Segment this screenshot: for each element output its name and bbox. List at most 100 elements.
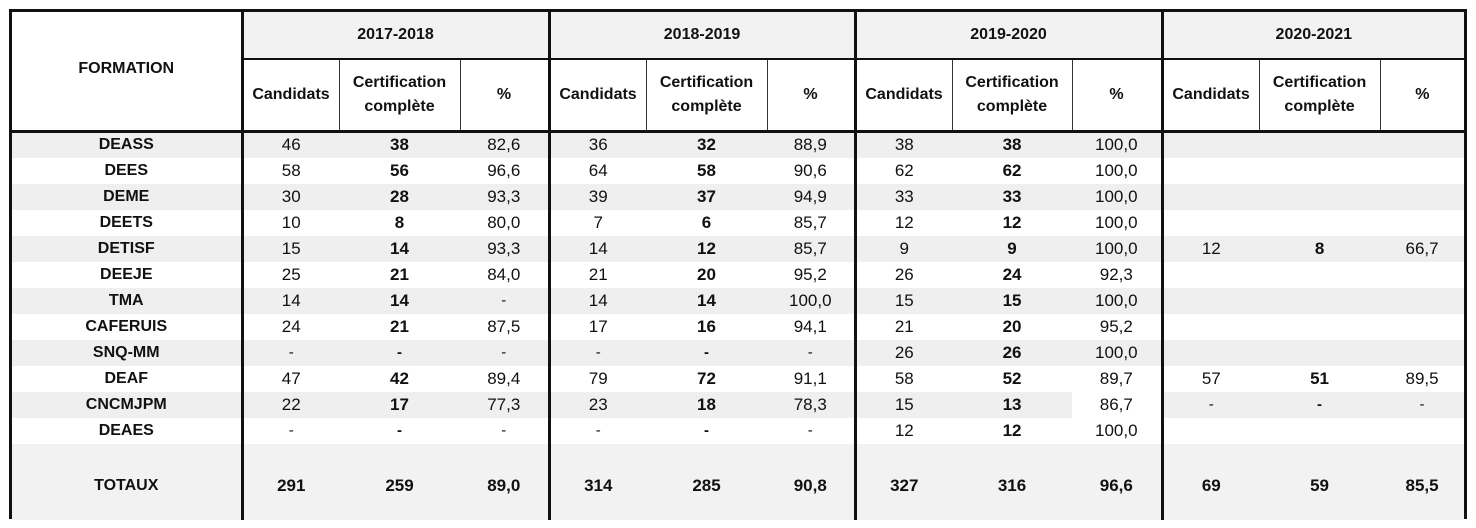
spacer-cell <box>1160 443 1260 452</box>
certification-cell: 12 <box>1002 420 1022 440</box>
percent-cell: 95,2 <box>1099 316 1133 336</box>
candidats-cell: 15 <box>853 287 953 314</box>
percent-cell: 90,6 <box>793 160 827 180</box>
certification-cell <box>1259 183 1381 210</box>
table-row: DETISF 15 14 93,3 14 12 85,7 9 9 100,0 12 8 66,7 <box>12 235 1465 262</box>
percent-cell: 89,7 <box>1099 368 1133 388</box>
candidats-cell: 9 <box>853 235 953 262</box>
percent-header: % <box>766 59 856 133</box>
certification-cell: 26 <box>952 339 1073 366</box>
percent-cell <box>1380 158 1464 184</box>
total-percent-cell: 89,0 <box>460 451 550 520</box>
certification-cell: 15 <box>952 287 1073 314</box>
percent-cell <box>1380 314 1464 340</box>
spacer-cell <box>646 443 768 452</box>
percent-cell: - <box>807 422 813 439</box>
certification-cell: 17 <box>339 391 460 418</box>
spacer-cell <box>1380 443 1465 452</box>
certification-cell <box>1259 210 1380 236</box>
spacer-cell <box>12 443 242 452</box>
candidats-cell: 33 <box>853 183 953 210</box>
certification-cell: 13 <box>952 391 1073 418</box>
candidats-cell: 14 <box>547 235 647 262</box>
percent-cell: 100,0 <box>1072 339 1163 366</box>
column-header-row: Candidats Certification complète % Candi… <box>12 59 1465 133</box>
percent-cell <box>1380 262 1464 288</box>
certification-cell: 6 <box>701 212 712 232</box>
candidats-cell: 30 <box>240 183 339 210</box>
candidats-cell: 26 <box>853 339 953 366</box>
percent-cell: 100,0 <box>1072 183 1163 210</box>
candidats-cell <box>1160 157 1260 184</box>
percent-cell: - <box>460 287 550 314</box>
certification-cell: 12 <box>1002 212 1022 232</box>
percent-cell: 77,3 <box>460 391 550 418</box>
percent-cell: 94,9 <box>767 183 856 210</box>
table-row: DEASS 46 38 82,6 36 32 88,9 38 38 100,0 <box>12 131 1465 158</box>
percent-cell: 91,1 <box>793 368 827 388</box>
certification-cell: 72 <box>697 368 716 388</box>
table-row: TMA 14 14-14 14 100,0 15 15 100,0 <box>12 287 1465 314</box>
total-certification-cell: 259 <box>339 451 460 520</box>
certification-cell: 56 <box>390 160 409 180</box>
certification-header: Certification complète <box>338 59 460 133</box>
table-body: DEASS 46 38 82,6 36 32 88,9 38 38 100,0 DEES 58 56 96… <box>12 131 1465 520</box>
percent-cell: 84,0 <box>487 264 521 284</box>
certification-cell: 52 <box>1002 368 1022 388</box>
percent-cell: 82,6 <box>460 131 550 158</box>
candidats-header: Candidats <box>547 59 647 133</box>
candidats-cell: - <box>1160 391 1260 418</box>
percent-cell: 100,0 <box>767 287 856 314</box>
percent-cell: 86,7 <box>1072 391 1163 418</box>
certification-cell: - <box>646 339 768 366</box>
percent-cell <box>1380 131 1465 158</box>
formation-name: DETISF <box>12 235 242 262</box>
percent-cell: 100,0 <box>1072 287 1163 314</box>
formation-name: DEAES <box>98 421 154 439</box>
certification-cell: 12 <box>646 235 768 262</box>
table-row: DEES 58 56 96,6 64 58 90,6 62 62 100,0 <box>12 157 1464 184</box>
percent-cell: 100,0 <box>1095 420 1138 440</box>
candidats-cell: 22 <box>240 391 339 418</box>
spacer-cell <box>460 443 550 452</box>
certification-cell: 38 <box>339 131 460 158</box>
percent-cell: 87,5 <box>487 316 521 336</box>
certification-cell: 42 <box>390 368 409 388</box>
candidats-cell <box>1160 261 1260 288</box>
year-header: 2018-2019 <box>547 12 856 60</box>
percent-cell: 100,0 <box>1095 212 1138 232</box>
percent-cell: - <box>501 422 507 439</box>
percent-cell: 93,3 <box>460 183 550 210</box>
formation-name: CNCMJPM <box>12 391 242 418</box>
formation-name: DEASS <box>12 131 242 158</box>
percent-header: % <box>459 59 550 133</box>
year-header: 2020-2021 <box>1160 12 1465 60</box>
spacer-cell <box>240 443 339 452</box>
certification-cell: 20 <box>697 264 716 284</box>
candidats-cell: 38 <box>853 131 953 158</box>
percent-cell <box>1380 287 1465 314</box>
certification-cell: 20 <box>1002 316 1022 336</box>
spacer-cell <box>767 443 856 452</box>
certification-cell: 8 <box>394 212 405 232</box>
candidats-cell: 24 <box>240 313 339 340</box>
candidats-cell: 39 <box>547 183 647 210</box>
candidats-cell: 58 <box>240 157 339 184</box>
candidats-cell: - <box>240 339 339 366</box>
percent-cell <box>1380 210 1464 236</box>
certification-cell: 51 <box>1310 368 1329 388</box>
total-percent-cell: 85,5 <box>1380 451 1465 520</box>
percent-cell <box>1380 418 1464 444</box>
candidats-cell: 17 <box>547 313 647 340</box>
total-percent-cell: 90,8 <box>767 451 856 520</box>
certification-cell <box>1259 287 1381 314</box>
table-row: CAFERUIS 24 21 87,5 17 16 94,1 21 20 95,2 <box>12 313 1464 340</box>
percent-cell: 100,0 <box>1095 160 1138 180</box>
percent-cell: 100,0 <box>1072 235 1163 262</box>
year-header: 2019-2020 <box>853 12 1163 60</box>
percent-cell <box>1380 339 1465 366</box>
certification-cell: 37 <box>646 183 768 210</box>
percent-cell: - <box>1380 391 1465 418</box>
formation-name: DEAF <box>104 369 149 387</box>
certification-cell: 14 <box>339 235 460 262</box>
